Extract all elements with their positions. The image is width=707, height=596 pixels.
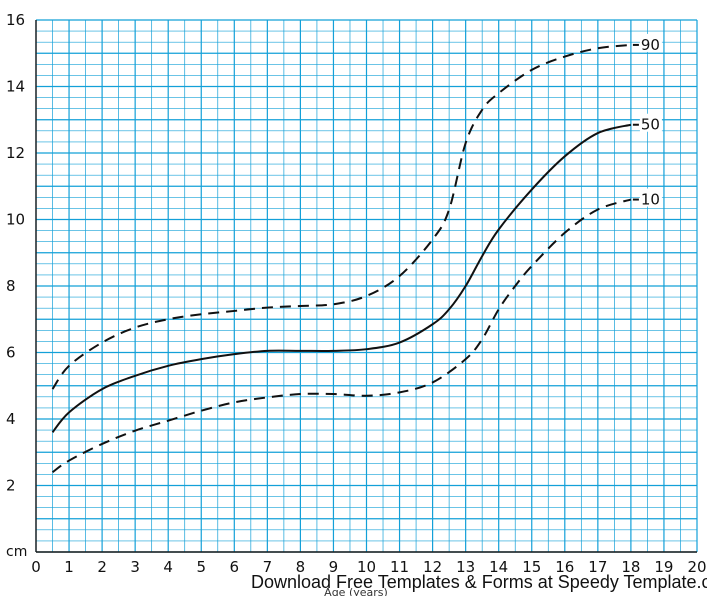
y-tick-label: 16 <box>6 11 25 29</box>
x-tick-label: 14 <box>489 558 508 576</box>
y-tick-label: 12 <box>6 144 25 162</box>
x-tick-label: 10 <box>357 558 376 576</box>
x-tick-label: 12 <box>423 558 442 576</box>
x-tick-label: 6 <box>230 558 240 576</box>
x-tick-label: 7 <box>263 558 273 576</box>
percentile-90-label: 90 <box>641 36 660 54</box>
percentile-10-label: 10 <box>641 191 660 209</box>
x-tick-label: 5 <box>196 558 206 576</box>
x-tick-label: 9 <box>329 558 339 576</box>
x-tick-label: 4 <box>163 558 173 576</box>
x-tick-label: 20 <box>687 558 706 576</box>
percentile-50-label-bg <box>639 113 662 132</box>
x-tick-label: 1 <box>64 558 74 576</box>
percentile-10-line <box>51 198 632 474</box>
y-axis-unit: cm <box>6 544 27 560</box>
x-tick-label: 16 <box>555 558 574 576</box>
x-tick-label: 2 <box>97 558 107 576</box>
y-tick-label: 6 <box>6 344 16 362</box>
percentile-50-line <box>51 123 632 433</box>
tick-labels: 0 1 2 3 4 5 6 7 8 9 10 11 12 13 14 15 16 17 18 19 2024681012… <box>6 11 707 576</box>
y-tick-label: 14 <box>6 78 25 96</box>
x-tick-label: 18 <box>621 558 640 576</box>
x-axis-label: Age (years) <box>324 586 388 596</box>
y-tick-label: 8 <box>6 277 16 295</box>
x-tick-label: 13 <box>456 558 475 576</box>
footer-watermark: Download Free Templates & Forms at Speed… <box>251 572 707 592</box>
y-tick-label: 10 <box>6 211 25 229</box>
y-tick-label: 4 <box>6 410 16 428</box>
x-tick-label: 15 <box>522 558 541 576</box>
y-tick-label: 2 <box>6 477 16 495</box>
x-tick-label: 19 <box>654 558 673 576</box>
percentile-90-label-bg <box>639 33 662 52</box>
x-tick-label: 0 <box>31 558 41 576</box>
percentile-90-line <box>51 43 631 390</box>
grid <box>35 19 698 553</box>
percentile-10-label-bg <box>639 188 662 207</box>
x-tick-label: 11 <box>390 558 409 576</box>
series-lines: 90 50 10 <box>51 33 662 474</box>
x-tick-label: 17 <box>588 558 607 576</box>
percentile-50-label: 50 <box>641 116 660 134</box>
x-tick-label: 3 <box>130 558 140 576</box>
x-tick-label: 8 <box>296 558 306 576</box>
